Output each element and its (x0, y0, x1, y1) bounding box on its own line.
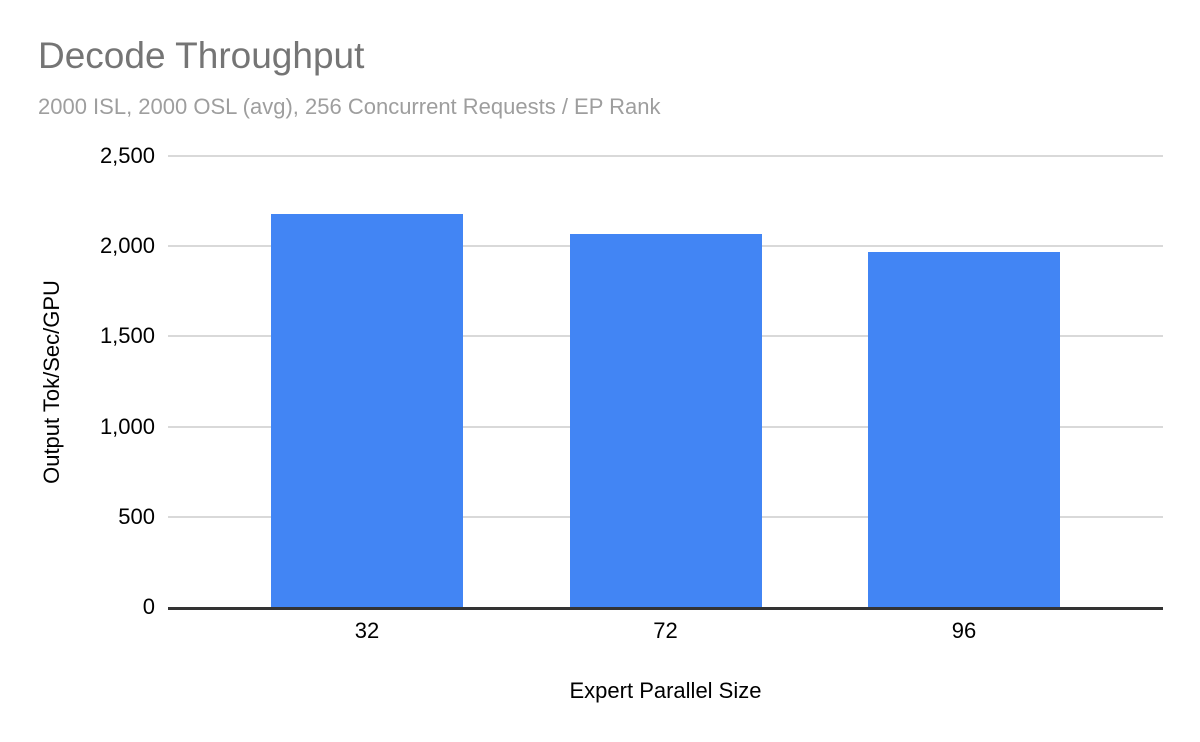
bar-96 (868, 251, 1060, 607)
x-axis-title: Expert Parallel Size (569, 678, 762, 703)
bar-72 (569, 233, 762, 607)
y-tick-label: 2,500 (99, 143, 155, 168)
bar-32 (271, 213, 463, 607)
x-tick-label: 72 (653, 618, 678, 643)
y-tick-label: 1,500 (99, 323, 155, 349)
x-tick-label: 32 (354, 618, 380, 643)
x-axis-line (168, 607, 1163, 610)
y-tick-label: 1,000 (99, 413, 155, 439)
y-tick-label: 0 (142, 594, 155, 619)
chart-subtitle: 2000 ISL, 2000 OSL (avg), 256 Concurrent… (38, 94, 661, 119)
gridline (168, 155, 1163, 157)
y-axis-title: Output Tok/Sec/GPU (39, 280, 64, 484)
chart-title: Decode Throughput (38, 35, 365, 76)
y-tick-label: 500 (118, 503, 155, 529)
y-tick-label: 2,000 (99, 233, 155, 259)
x-tick-label: 96 (951, 618, 977, 643)
